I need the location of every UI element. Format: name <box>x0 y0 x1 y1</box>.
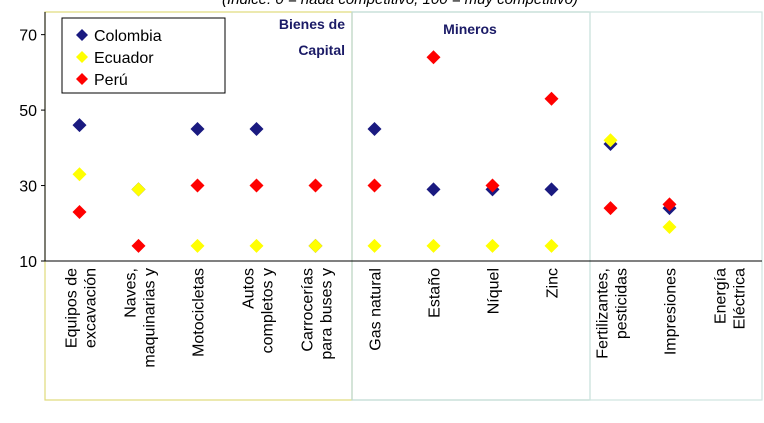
x-tick-label: Zinc <box>545 268 562 298</box>
x-tick-label: Estaño <box>427 268 444 318</box>
point <box>485 238 500 253</box>
legend-box <box>61 17 226 94</box>
group-label: Mineros <box>443 21 497 37</box>
point <box>603 133 618 148</box>
point <box>190 178 205 193</box>
point <box>72 167 87 182</box>
legend-marker <box>76 51 88 63</box>
y-tick-label: 70 <box>19 28 37 45</box>
point <box>367 238 382 253</box>
point <box>131 182 146 197</box>
point <box>426 50 441 65</box>
point <box>131 238 146 253</box>
point <box>72 204 87 219</box>
point <box>249 121 264 136</box>
point <box>662 197 677 212</box>
point <box>249 178 264 193</box>
point <box>367 121 382 136</box>
legend-marker <box>76 73 88 85</box>
point <box>249 238 264 253</box>
point <box>544 182 559 197</box>
point <box>308 238 323 253</box>
point <box>544 91 559 106</box>
panel <box>351 11 591 401</box>
x-tick-label: Níquel <box>486 268 503 314</box>
x-tick-label: Motocicletas <box>191 268 208 357</box>
legend-label: Ecuador <box>94 50 154 67</box>
x-tick-label: Impresiones <box>663 268 680 355</box>
y-tick-label: 50 <box>19 103 37 120</box>
x-tick-label: Fertilizantes, pesticidas <box>595 268 631 359</box>
point <box>190 121 205 136</box>
legend-label: Colombia <box>94 28 162 45</box>
x-tick-label: Naves, maquinarias y <box>123 268 159 368</box>
point <box>485 178 500 193</box>
point <box>603 201 618 216</box>
x-tick-label: Gas natural <box>368 268 385 351</box>
x-tick-label: Energía Eléctrica <box>713 268 749 329</box>
point <box>72 118 87 133</box>
point <box>367 178 382 193</box>
legend-label: Perú <box>94 72 128 89</box>
legend-marker <box>76 29 88 41</box>
point <box>308 178 323 193</box>
y-tick-label: 10 <box>19 254 37 271</box>
point <box>190 238 205 253</box>
x-tick-label: Autos completos y <box>241 268 277 353</box>
x-tick-label: Equipos de excavación <box>64 268 100 348</box>
y-tick-label: 30 <box>19 179 37 196</box>
group-label: Bienes de Capital <box>279 16 345 58</box>
point <box>426 182 441 197</box>
point <box>426 238 441 253</box>
point <box>544 238 559 253</box>
x-tick-label: Carrocerías para buses y <box>300 268 336 360</box>
panel <box>589 11 763 401</box>
point <box>662 220 677 235</box>
subtitle: (Indice: 0 = nada competitivo, 100 = muy… <box>222 0 578 8</box>
